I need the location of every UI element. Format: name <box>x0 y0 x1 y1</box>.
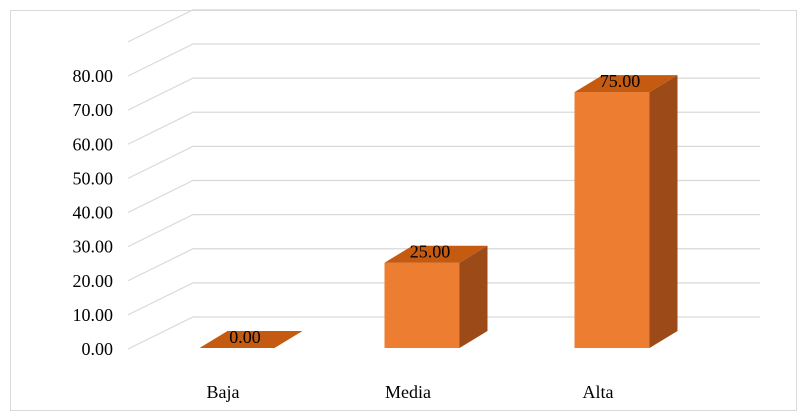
chart-frame <box>10 10 797 411</box>
bar-baja <box>199 331 303 348</box>
bar-top-face <box>199 331 303 348</box>
x-category-label: Baja <box>207 382 240 402</box>
gridline <box>127 77 760 111</box>
bar-top-face <box>574 75 678 93</box>
y-tick-label: 80.00 <box>73 66 114 86</box>
gridline <box>127 316 760 350</box>
data-label: 75.00 <box>600 71 641 91</box>
y-tick-label: 10.00 <box>73 305 114 325</box>
gridline <box>127 145 760 179</box>
bar-front-face <box>384 262 460 348</box>
gridline <box>127 43 760 77</box>
category-labels: Baja Media Alta <box>207 382 614 402</box>
bar-side-face <box>649 75 678 348</box>
gridline <box>127 248 760 282</box>
bar-side-face <box>459 245 488 348</box>
bars <box>199 75 678 348</box>
data-label: 0.00 <box>229 327 261 347</box>
gridline <box>127 282 760 316</box>
gridline <box>127 214 760 248</box>
gridline <box>127 179 760 214</box>
y-tick-label: 40.00 <box>73 203 114 223</box>
gridlines <box>127 9 760 350</box>
bar-front-face <box>574 92 650 348</box>
y-tick-label: 60.00 <box>73 134 114 154</box>
x-category-label: Media <box>385 382 431 402</box>
y-axis-ticks: 0.00 10.00 20.00 30.00 40.00 50.00 60.00 70.00 8… <box>73 66 114 359</box>
y-tick-label: 20.00 <box>73 271 114 291</box>
bar-top-face <box>384 245 488 263</box>
y-tick-label: 50.00 <box>73 168 114 188</box>
data-labels: 0.00 25.00 75.00 <box>229 71 640 347</box>
gridline <box>127 111 760 145</box>
bar-media <box>384 245 488 348</box>
y-tick-label: 70.00 <box>73 100 114 120</box>
data-label: 25.00 <box>410 242 451 262</box>
gridline <box>127 9 760 43</box>
x-category-label: Alta <box>583 382 614 402</box>
bar-alta <box>574 75 678 348</box>
y-tick-label: 0.00 <box>82 339 114 359</box>
y-tick-label: 30.00 <box>73 237 114 257</box>
